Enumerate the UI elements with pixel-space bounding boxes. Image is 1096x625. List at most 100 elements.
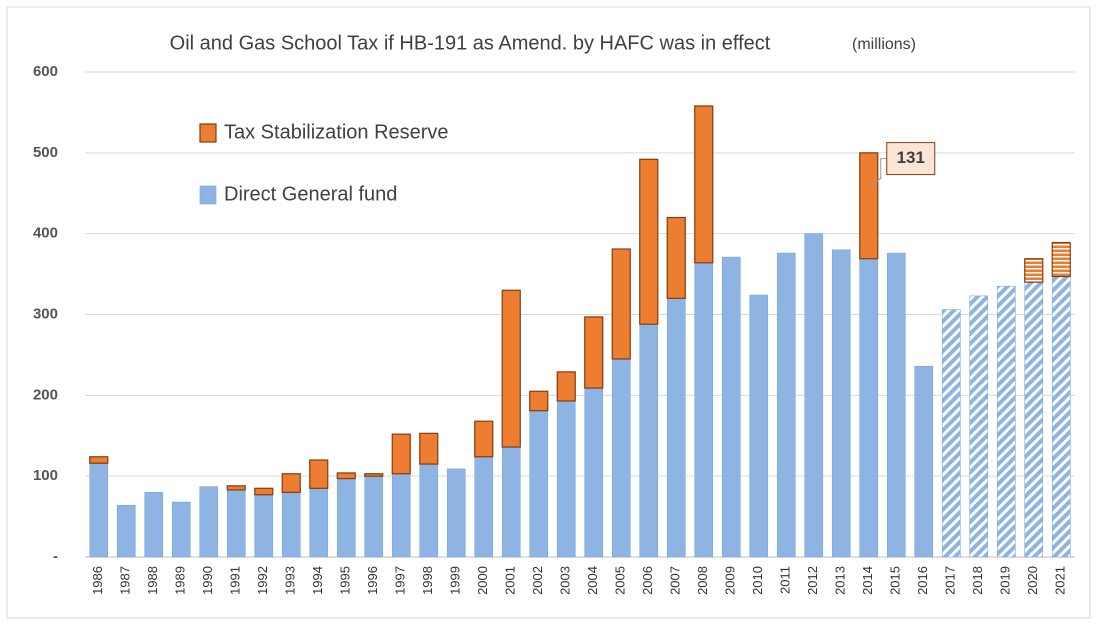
x-tick-label: 1987	[118, 566, 133, 595]
x-tick-label: 2002	[530, 566, 545, 595]
x-tick-label: 2001	[503, 566, 518, 595]
bar	[584, 316, 604, 389]
bar	[281, 473, 301, 493]
x-tick-label: 2011	[778, 566, 793, 594]
x-tick-label: 2005	[613, 566, 628, 595]
bar	[749, 294, 769, 558]
bar	[254, 487, 274, 496]
bar	[639, 323, 659, 558]
bar	[584, 387, 604, 558]
bar	[666, 298, 686, 558]
legend-label: Direct General fund	[224, 183, 397, 205]
x-tick-label: 2015	[888, 566, 903, 595]
bar	[529, 410, 549, 558]
bar	[309, 459, 329, 489]
bar	[941, 309, 961, 558]
bar	[446, 468, 466, 558]
bar	[694, 105, 714, 264]
bar	[611, 358, 631, 558]
bar	[309, 487, 329, 558]
label-box	[886, 142, 936, 176]
bar	[144, 492, 164, 558]
bar	[89, 462, 109, 558]
bar	[419, 432, 439, 465]
bar	[611, 248, 631, 360]
bar	[1024, 281, 1044, 558]
bar	[859, 152, 879, 260]
bar	[804, 233, 824, 558]
x-tick-label: 1988	[145, 566, 160, 595]
bar	[474, 456, 494, 558]
y-tick-label: -	[53, 548, 58, 565]
bar	[501, 289, 521, 448]
bar	[721, 256, 741, 558]
legend-swatch	[199, 185, 217, 205]
y-tick-label: 200	[33, 386, 58, 403]
bar	[199, 486, 219, 558]
x-tick-label: 1993	[283, 566, 298, 595]
bar	[886, 252, 906, 558]
bar	[859, 258, 879, 558]
bar	[171, 501, 191, 558]
x-tick-label: 2016	[915, 566, 930, 595]
y-tick-label: 400	[33, 225, 58, 242]
x-tick-label: 1998	[420, 566, 435, 595]
legend-swatch	[199, 123, 217, 143]
x-tick-label: 1999	[448, 566, 463, 595]
x-tick-label: 2000	[475, 566, 490, 595]
x-tick-label: 1995	[338, 566, 353, 595]
bar	[116, 504, 136, 558]
x-tick-label: 2009	[723, 566, 738, 595]
x-tick-label: 1994	[310, 566, 325, 595]
x-tick-label: 2007	[668, 566, 683, 595]
bar	[914, 365, 934, 558]
bar	[556, 400, 576, 558]
x-tick-label: 2013	[833, 566, 848, 595]
chart-border	[6, 6, 1091, 619]
x-tick-label: 1989	[173, 566, 188, 595]
y-tick-label: 500	[33, 144, 58, 161]
x-tick-label: 1997	[393, 566, 408, 595]
bar	[336, 472, 356, 480]
bar	[831, 249, 851, 558]
x-tick-label: 1996	[365, 566, 380, 595]
chart-subtitle: (millions)	[852, 36, 916, 53]
x-tick-label: 2003	[558, 566, 573, 595]
bar	[281, 492, 301, 558]
x-tick-label: 1990	[200, 566, 215, 595]
x-tick-label: 2012	[805, 566, 820, 595]
bar	[639, 158, 659, 325]
bar	[364, 473, 384, 477]
data-label: 131	[897, 148, 925, 167]
y-tick-label: 100	[33, 467, 58, 484]
bar	[1051, 241, 1071, 278]
bar	[969, 295, 989, 558]
x-tick-label: 1992	[255, 566, 270, 595]
bar	[776, 252, 796, 558]
bar	[364, 475, 384, 558]
x-tick-label: 2006	[640, 566, 655, 595]
x-tick-label: 2014	[860, 566, 875, 595]
bar	[89, 456, 109, 464]
bar	[391, 433, 411, 475]
x-tick-label: 2010	[750, 566, 765, 595]
x-tick-label: 2017	[943, 566, 958, 595]
bar	[694, 262, 714, 558]
bar	[226, 489, 246, 558]
bar	[996, 285, 1016, 558]
bar	[529, 390, 549, 412]
bar	[391, 473, 411, 558]
x-tick-label: 2020	[1025, 566, 1040, 595]
bar	[336, 478, 356, 558]
y-tick-label: 600	[33, 63, 58, 80]
x-tick-label: 2004	[585, 566, 600, 595]
bar	[501, 446, 521, 558]
bar	[666, 216, 686, 299]
bar	[1024, 258, 1044, 283]
x-tick-label: 1986	[90, 566, 105, 595]
x-tick-label: 2008	[695, 566, 710, 595]
legend-label: Tax Stabilization Reserve	[224, 121, 449, 143]
bar	[226, 485, 246, 491]
x-tick-label: 2019	[998, 566, 1013, 595]
